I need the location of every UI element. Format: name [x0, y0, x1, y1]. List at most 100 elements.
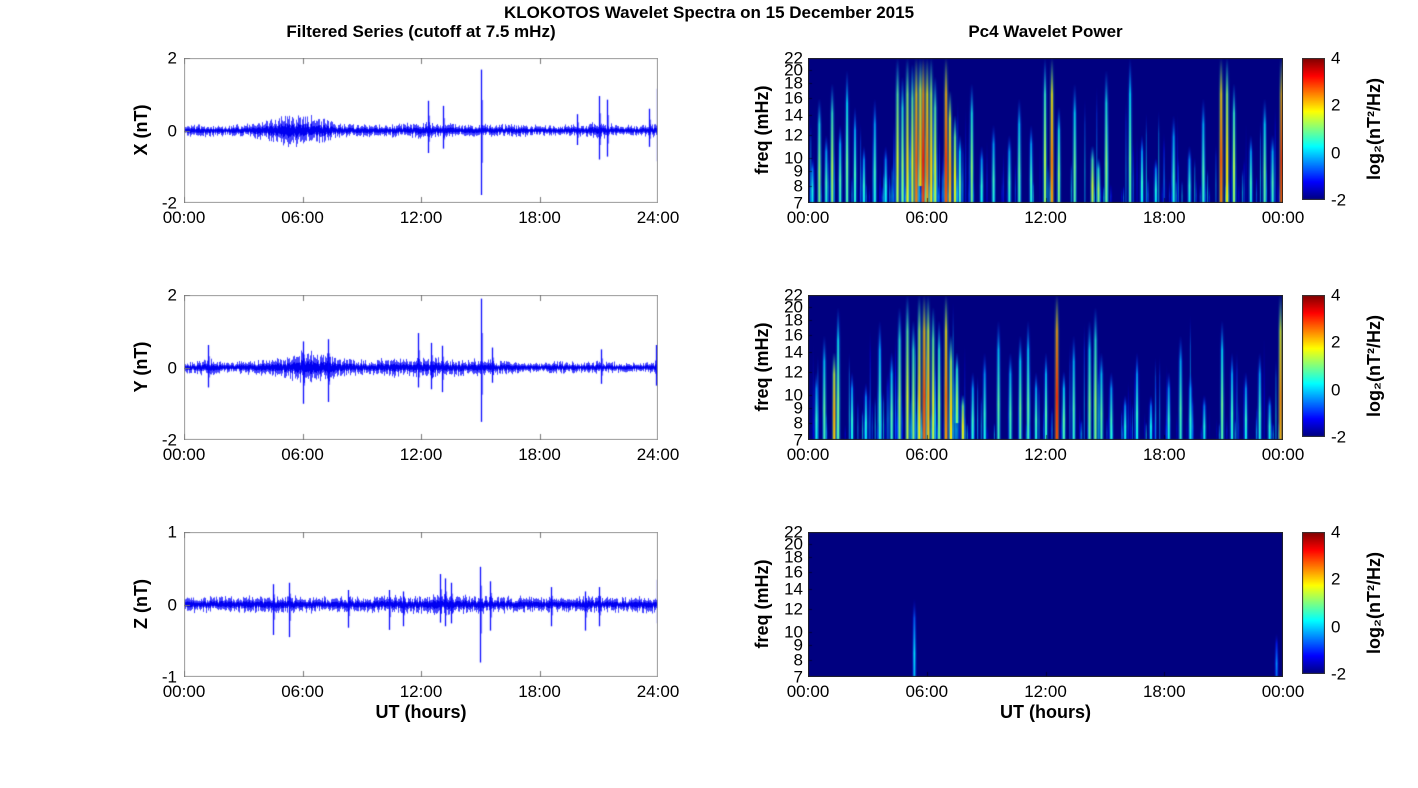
- x-tick-label: 18:00: [1142, 208, 1186, 227]
- colorbar-tick-label: 0: [1331, 617, 1341, 637]
- freq-axis-label-middle: freq (mHz): [752, 322, 772, 412]
- freq-tick-label: 9: [793, 635, 803, 655]
- colorbar-label-bottom: log₂(nT²/Hz): [1364, 552, 1384, 654]
- freq-tick-label: 7: [793, 193, 803, 213]
- x-tick-label: 00:00: [162, 208, 206, 227]
- x-tick-label: 00:00: [162, 445, 206, 464]
- x-tick-label: 18:00: [1142, 682, 1186, 701]
- figure-title: KLOKOTOS Wavelet Spectra on 15 December …: [503, 3, 915, 22]
- x-tick-label: 06:00: [281, 208, 324, 227]
- freq-tick-label: 10: [784, 385, 803, 405]
- y-tick-label: 0: [167, 595, 177, 614]
- colorbar-bottom: [1302, 532, 1325, 674]
- freq-tick-label: 20: [784, 297, 803, 317]
- x-tick-label: 06:00: [281, 445, 324, 464]
- x-axis-label-x-nt: X (nT): [131, 104, 151, 156]
- freq-tick-label: 16: [784, 88, 803, 108]
- x-tick-label: 24:00: [636, 208, 680, 227]
- y-tick-label: -1: [161, 667, 177, 687]
- x-tick-label: 00:00: [786, 682, 830, 701]
- colorbar-tick-label: -2: [1331, 427, 1347, 447]
- x-tick-label: 00:00: [1261, 208, 1305, 227]
- freq-tick-label: 8: [793, 650, 803, 670]
- freq-tick-label: 22: [784, 522, 803, 542]
- colorbar-tick-label: 4: [1331, 48, 1341, 68]
- freq-tick-label: 20: [784, 60, 803, 80]
- x-tick-label: 06:00: [905, 208, 949, 227]
- x-tick-label: 12:00: [399, 208, 443, 227]
- x-tick-label: 18:00: [518, 208, 561, 227]
- colorbar-label-top: log₂(nT²/Hz): [1364, 78, 1384, 180]
- y-tick-label: 1: [167, 522, 177, 542]
- freq-tick-label: 8: [793, 176, 803, 196]
- colorbar-tick-label: 0: [1331, 143, 1341, 163]
- x-filtered-series-plot: [184, 58, 658, 203]
- x-tick-label: 12:00: [1024, 445, 1067, 464]
- z-axis-label-z-nt: Z (nT): [131, 579, 151, 629]
- freq-tick-label: 12: [784, 125, 803, 145]
- freq-tick-label: 10: [784, 622, 803, 642]
- colorbar-tick-label: 4: [1331, 285, 1341, 305]
- freq-tick-label: 9: [793, 398, 803, 418]
- x-tick-label: 24:00: [636, 445, 680, 464]
- freq-axis-label-bottom: freq (mHz): [752, 559, 772, 649]
- colorbar-label-middle: log₂(nT²/Hz): [1364, 315, 1384, 417]
- colorbar-middle: [1302, 295, 1325, 437]
- ut-hours-label-right: UT (hours): [1000, 702, 1091, 722]
- x-tick-label: 12:00: [399, 445, 443, 464]
- colorbar-tick-label: 2: [1331, 95, 1341, 115]
- freq-tick-label: 22: [784, 48, 803, 68]
- z-wavelet-spectrogram: [808, 532, 1283, 677]
- x-tick-label: 00:00: [1261, 682, 1305, 701]
- freq-tick-label: 16: [784, 325, 803, 345]
- freq-tick-label: 9: [793, 161, 803, 181]
- x-wavelet-spectrogram: [808, 58, 1283, 203]
- freq-tick-label: 12: [784, 362, 803, 382]
- x-tick-label: 12:00: [1024, 682, 1067, 701]
- colorbar-tick-label: -2: [1331, 190, 1347, 210]
- x-tick-label: 12:00: [1024, 208, 1067, 227]
- x-tick-label: 00:00: [1261, 445, 1305, 464]
- x-tick-label: 00:00: [162, 682, 206, 701]
- colorbar-tick-label: 0: [1331, 380, 1341, 400]
- x-tick-label: 06:00: [905, 682, 949, 701]
- colorbar-tick-label: -2: [1331, 664, 1347, 684]
- y-tick-label: 2: [167, 285, 177, 305]
- colorbar-tick-label: 4: [1331, 522, 1341, 542]
- x-tick-label: 00:00: [786, 445, 830, 464]
- x-tick-label: 24:00: [636, 682, 680, 701]
- freq-tick-label: 20: [784, 534, 803, 554]
- colorbar-tick-label: 2: [1331, 332, 1341, 352]
- z-filtered-series-plot: [184, 532, 658, 677]
- x-tick-label: 18:00: [518, 445, 561, 464]
- freq-tick-label: 12: [784, 599, 803, 619]
- freq-tick-label: 7: [793, 430, 803, 450]
- freq-tick-label: 10: [784, 148, 803, 168]
- freq-tick-label: 18: [784, 547, 803, 567]
- freq-tick-label: 14: [784, 105, 803, 125]
- freq-tick-label: 18: [784, 310, 803, 330]
- y-tick-label: -2: [161, 430, 177, 450]
- x-tick-label: 12:00: [399, 682, 443, 701]
- y-tick-label: 2: [167, 48, 177, 68]
- x-tick-label: 06:00: [905, 445, 949, 464]
- freq-tick-label: 22: [784, 285, 803, 305]
- freq-axis-label-top: freq (mHz): [752, 85, 772, 175]
- y-axis-label-y-nt: Y (nT): [131, 341, 151, 393]
- x-tick-label: 00:00: [786, 208, 830, 227]
- left-column-title: Filtered Series (cutoff at 7.5 mHz): [286, 22, 556, 41]
- x-tick-label: 18:00: [518, 682, 561, 701]
- y-wavelet-spectrogram: [808, 295, 1283, 440]
- freq-tick-label: 8: [793, 413, 803, 433]
- freq-tick-label: 7: [793, 667, 803, 687]
- freq-tick-label: 14: [784, 342, 803, 362]
- y-tick-label: 0: [167, 121, 177, 140]
- x-tick-label: 06:00: [281, 682, 324, 701]
- ut-hours-label-left: UT (hours): [375, 702, 467, 722]
- freq-tick-label: 18: [784, 73, 803, 93]
- colorbar-top: [1302, 58, 1325, 200]
- freq-tick-label: 14: [784, 579, 803, 599]
- y-filtered-series-plot: [184, 295, 658, 440]
- y-tick-label: -2: [161, 193, 177, 213]
